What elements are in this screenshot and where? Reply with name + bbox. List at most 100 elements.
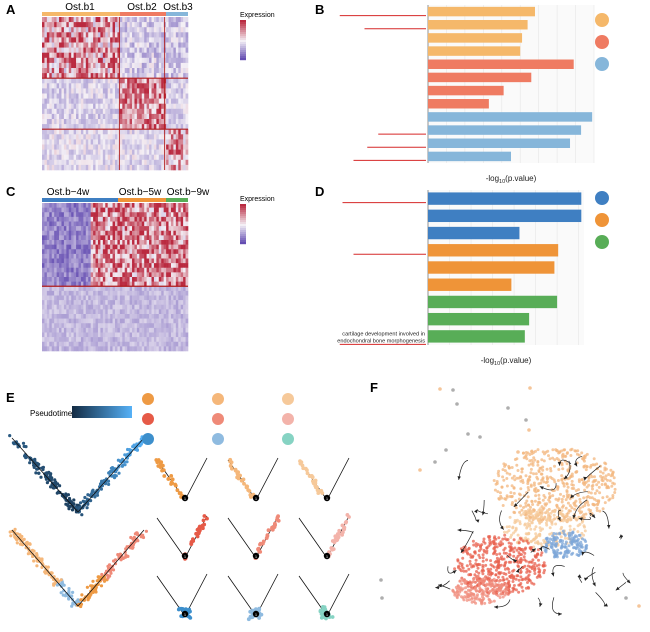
panel-f-letter: F bbox=[370, 380, 378, 395]
heat-cell bbox=[159, 240, 162, 245]
heat-cell bbox=[152, 99, 155, 104]
heat-cell bbox=[173, 254, 176, 259]
heat-cell bbox=[127, 129, 130, 134]
heat-cell bbox=[66, 150, 69, 155]
heat-cell bbox=[125, 155, 128, 160]
heat-cell bbox=[122, 109, 125, 114]
heat-cell bbox=[52, 286, 55, 291]
heat-cell bbox=[74, 37, 77, 42]
heat-cell bbox=[171, 323, 174, 328]
heat-cell bbox=[83, 32, 86, 37]
cell-point bbox=[331, 615, 335, 619]
heat-cell bbox=[137, 155, 140, 160]
heat-cell bbox=[71, 145, 74, 150]
heat-cell bbox=[178, 305, 181, 310]
heat-cell bbox=[117, 272, 120, 277]
heat-cell bbox=[137, 88, 140, 93]
heat-cell bbox=[139, 235, 142, 240]
heat-cell bbox=[113, 48, 116, 53]
cell-point bbox=[86, 586, 89, 589]
heat-cell bbox=[166, 337, 169, 342]
heat-cell bbox=[93, 150, 96, 155]
heat-cell bbox=[93, 83, 96, 88]
heat-cell bbox=[156, 249, 159, 254]
cell-point bbox=[111, 474, 114, 477]
heat-cell bbox=[152, 119, 155, 124]
heat-cell bbox=[127, 68, 130, 73]
heat-cell bbox=[173, 342, 176, 347]
heat-cell bbox=[142, 43, 145, 48]
heat-cell bbox=[127, 43, 130, 48]
cell-point bbox=[141, 534, 144, 537]
heat-cell bbox=[156, 129, 159, 134]
heat-cell bbox=[173, 272, 176, 277]
heat-cell bbox=[142, 254, 145, 259]
heat-cell bbox=[88, 309, 91, 314]
heat-cell bbox=[44, 63, 47, 68]
heat-cell bbox=[83, 212, 86, 217]
heat-cell bbox=[61, 323, 64, 328]
heat-cell bbox=[120, 119, 123, 124]
heat-cell bbox=[142, 245, 145, 250]
heat-cell bbox=[74, 277, 77, 282]
cell-point bbox=[495, 483, 498, 486]
cell-point bbox=[27, 552, 30, 555]
cell-point bbox=[240, 479, 244, 483]
heat-cell bbox=[42, 155, 45, 160]
heat-cell bbox=[42, 145, 45, 150]
heat-cell bbox=[86, 53, 89, 58]
heat-cell bbox=[59, 134, 62, 139]
heat-cell bbox=[183, 109, 186, 114]
heat-cell bbox=[76, 300, 79, 305]
heat-cell bbox=[81, 134, 84, 139]
panel-a-group-label-b2: Ost.b2 bbox=[127, 2, 157, 13]
heat-cell bbox=[49, 68, 52, 73]
heat-cell bbox=[61, 319, 64, 324]
heat-cell bbox=[91, 99, 94, 104]
heat-cell bbox=[79, 150, 82, 155]
heat-cell bbox=[91, 160, 94, 165]
heat-cell bbox=[186, 27, 189, 32]
heat-cell bbox=[181, 333, 184, 338]
heat-cell bbox=[91, 309, 94, 314]
heat-cell bbox=[130, 27, 133, 32]
heat-cell bbox=[156, 208, 159, 213]
cell-point bbox=[109, 572, 112, 575]
heat-cell bbox=[83, 99, 86, 104]
heat-cell bbox=[130, 291, 133, 296]
bar bbox=[428, 112, 592, 121]
heat-cell bbox=[178, 346, 181, 351]
heat-cell bbox=[161, 309, 164, 314]
heat-cell bbox=[49, 94, 52, 99]
heat-cell bbox=[108, 346, 111, 351]
heat-cell bbox=[76, 104, 79, 109]
heat-cell bbox=[64, 94, 67, 99]
heat-cell bbox=[52, 254, 55, 259]
heat-cell bbox=[166, 235, 169, 240]
heat-cell bbox=[115, 165, 118, 170]
heat-cell bbox=[52, 272, 55, 277]
heat-cell bbox=[117, 286, 120, 291]
heat-cell bbox=[159, 88, 162, 93]
heat-cell bbox=[137, 104, 140, 109]
heat-cell bbox=[96, 114, 99, 119]
heat-cell bbox=[186, 165, 189, 170]
heat-cell bbox=[130, 165, 133, 170]
heat-cell bbox=[171, 333, 174, 338]
heat-cell bbox=[81, 277, 84, 282]
heat-cell bbox=[103, 160, 106, 165]
heat-cell bbox=[44, 272, 47, 277]
heat-cell bbox=[69, 68, 72, 73]
heat-cell bbox=[171, 129, 174, 134]
heat-cell bbox=[147, 139, 150, 144]
heat-cell bbox=[88, 314, 91, 319]
heat-cell bbox=[139, 78, 142, 83]
legend-marker bbox=[212, 433, 224, 445]
heat-cell bbox=[149, 203, 152, 208]
heat-cell bbox=[171, 212, 174, 217]
heat-cell bbox=[91, 109, 94, 114]
heat-cell bbox=[88, 259, 91, 264]
heat-cell bbox=[93, 296, 96, 301]
heat-cell bbox=[181, 342, 184, 347]
heat-cell bbox=[130, 109, 133, 114]
